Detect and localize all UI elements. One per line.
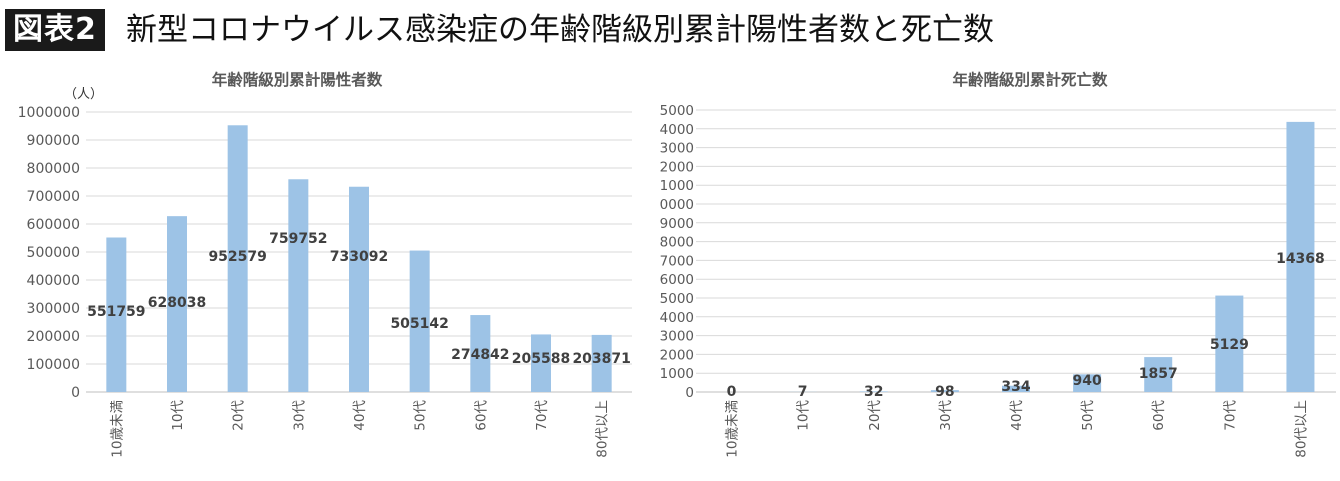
bar	[531, 334, 551, 392]
y-tick-label: 800000	[27, 161, 80, 177]
data-label: 274842	[451, 347, 509, 363]
data-label: 98	[935, 384, 954, 400]
y-tick-label: 0	[71, 385, 80, 401]
figure-badge: 図表2	[5, 9, 105, 51]
data-label: 505142	[390, 316, 448, 332]
data-label: 5129	[1210, 337, 1249, 353]
y-tick-label: 300000	[27, 301, 80, 317]
y-tick-label: 13000	[660, 141, 694, 157]
y-tick-label: 500000	[27, 245, 80, 261]
x-tick-label: 50代	[1080, 400, 1096, 431]
data-label: 1857	[1139, 366, 1178, 382]
bar	[591, 334, 612, 392]
y-tick-label: 6000	[660, 272, 694, 288]
chart-title: 年齢階級別累計死亡数	[952, 70, 1108, 89]
data-label: 14368	[1276, 251, 1325, 267]
bar	[470, 315, 491, 392]
y-tick-label: 200000	[27, 329, 80, 345]
x-tick-label: 70代	[1222, 400, 1238, 431]
data-label: 334	[1001, 379, 1030, 395]
data-label: 0	[727, 384, 737, 400]
bar	[349, 186, 369, 392]
bar	[1144, 357, 1173, 392]
bar	[167, 216, 187, 392]
chart-title: 年齢階級別累計陽性者数	[212, 70, 383, 89]
data-label: 733092	[330, 249, 388, 265]
bar	[1002, 385, 1030, 392]
y-tick-label: 15000	[660, 103, 694, 119]
bar	[930, 390, 959, 392]
y-tick-label: 3000	[660, 329, 694, 345]
y-tick-label: 900000	[27, 133, 80, 149]
figure-title: 新型コロナウイルス感染症の年齢階級別累計陽性者数と死亡数	[126, 12, 994, 48]
y-tick-label: 4000	[660, 310, 694, 326]
y-tick-label: 11000	[660, 178, 694, 194]
figure-header: 図表2 新型コロナウイルス感染症の年齢階級別累計陽性者数と死亡数	[0, 0, 1340, 56]
x-tick-label: 60代	[1151, 400, 1167, 431]
y-tick-label: 9000	[660, 216, 694, 232]
data-label: 7	[798, 384, 808, 400]
y-tick-label: 12000	[660, 159, 694, 175]
data-label: 759752	[269, 231, 327, 247]
x-tick-label: 10歳未満	[109, 400, 125, 458]
data-label: 203871	[572, 351, 630, 367]
x-tick-label: 10代	[170, 400, 186, 431]
bar	[288, 179, 309, 392]
positives-chart: 年齢階級別累計陽性者数 （人） 0 100000 200000 300000 400000 5…	[18, 70, 632, 458]
data-label: 628038	[148, 295, 206, 311]
bar	[227, 125, 248, 392]
y-tick-label: 2000	[660, 347, 694, 363]
bar	[1215, 295, 1244, 392]
x-tick-label: 50代	[413, 400, 429, 431]
x-tick-label: 20代	[231, 400, 247, 431]
data-label: 205588	[512, 351, 570, 367]
y-tick-label: 400000	[27, 273, 80, 289]
y-tick-label: 0	[685, 385, 694, 401]
x-tick-label: 10歳未満	[725, 400, 741, 458]
x-tick-label: 40代	[1009, 400, 1025, 431]
y-tick-label: 10000	[660, 197, 694, 213]
bar	[859, 391, 888, 392]
data-label: 551759	[87, 304, 145, 320]
deaths-chart: 年齢階級別累計死亡数 0 1000 2000 3000 4000 5000 6000 7000 8…	[660, 70, 1336, 458]
x-tick-label: 20代	[867, 400, 883, 431]
y-tick-label: 7000	[660, 253, 694, 269]
y-tick-label: 1000	[660, 366, 694, 382]
y-tick-label: 700000	[27, 189, 80, 205]
data-label: 940	[1072, 373, 1101, 389]
data-label: 952579	[208, 249, 266, 265]
x-tick-label: 70代	[534, 400, 550, 431]
y-tick-label: 600000	[27, 217, 80, 233]
y-tick-label: 5000	[660, 291, 694, 307]
x-tick-label: 30代	[291, 400, 307, 431]
x-tick-label: 80代以上	[1293, 400, 1309, 458]
bar	[1073, 374, 1102, 392]
bar	[409, 250, 430, 392]
y-tick-label: 14000	[660, 122, 694, 138]
x-tick-label: 40代	[352, 400, 368, 431]
data-label: 32	[864, 384, 883, 400]
x-tick-label: 30代	[938, 400, 954, 431]
y-tick-label: 8000	[660, 235, 694, 251]
y-tick-label: 100000	[27, 357, 80, 373]
x-tick-label: 60代	[473, 400, 489, 431]
bar	[1286, 121, 1315, 393]
x-tick-label: 80代以上	[595, 400, 611, 458]
y-tick-label: 1000000	[18, 105, 80, 121]
x-tick-label: 10代	[796, 400, 812, 431]
bar	[106, 237, 127, 392]
y-axis-unit: （人）	[64, 87, 103, 102]
